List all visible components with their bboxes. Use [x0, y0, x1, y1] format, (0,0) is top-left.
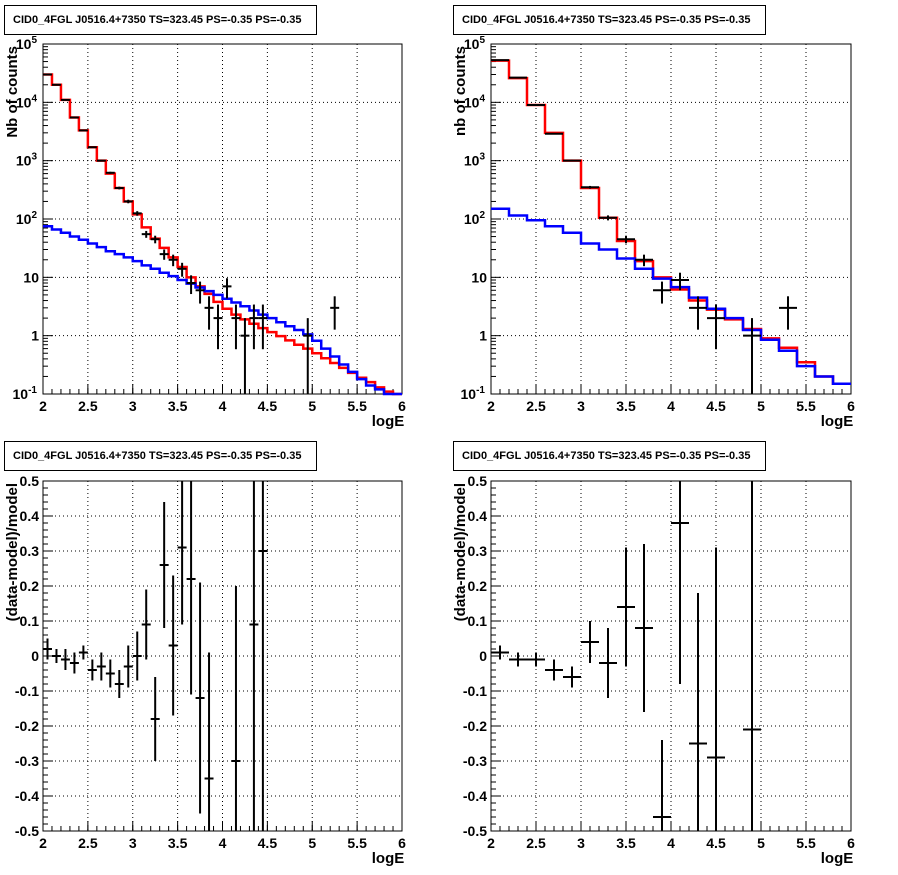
- pad3-ytick-label: -0.5: [15, 823, 39, 839]
- pad4-xtick-label: 3: [577, 835, 585, 851]
- pad4-xtick-label: 3.5: [616, 835, 636, 851]
- pad3-ytick-label: -0.3: [15, 753, 39, 769]
- pad3-ytick-label: 0.5: [20, 473, 40, 489]
- pad3-xtick-label: 3: [129, 835, 137, 851]
- pad4-ytick-label: 0.1: [468, 613, 488, 629]
- pad4-title: CID0_4FGL J0516.4+7350 TS=323.45 PS=-0.3…: [453, 441, 766, 471]
- pad4-ytick-label: -0.3: [463, 753, 487, 769]
- pad4-ytick-label: -0.1: [463, 683, 487, 699]
- pad2-ytick-label: 1: [479, 328, 487, 344]
- pad2-xtick-label: 3.5: [616, 398, 636, 414]
- pad1-xtick-label: 2.5: [78, 398, 98, 414]
- pad4-xtick-label: 5.5: [796, 835, 816, 851]
- pad3-ylabel: (data-model)/model: [4, 483, 21, 621]
- pad1-series-1-line: [43, 225, 402, 396]
- pad3-xtick-label: 5: [308, 835, 316, 851]
- pad4-xlabel: logE: [821, 850, 854, 867]
- pad3-ytick-label: 0: [31, 648, 39, 664]
- pad3-ytick-label: 0.3: [20, 543, 40, 559]
- pad1-ytick-label: 102: [16, 210, 38, 227]
- pad2-xtick-label: 5.5: [796, 398, 816, 414]
- pad2-xlabel: logE: [821, 413, 854, 430]
- pad2-series-1-line: [491, 207, 851, 385]
- pad3-xtick-label: 5.5: [347, 835, 367, 851]
- pad1-ytick-label: 10: [23, 269, 39, 285]
- pad2-ytick-label: 10: [471, 269, 487, 285]
- pad4-xtick-label: 2: [487, 835, 495, 851]
- pad3-xtick-label: 4.5: [258, 835, 278, 851]
- pad3-ytick-label: -0.4: [15, 788, 39, 804]
- pad3-xtick-label: 6: [398, 835, 406, 851]
- pad3-xtick-label: 2: [39, 835, 47, 851]
- pad4-xtick-label: 5: [757, 835, 765, 851]
- pad1-xtick-label: 5: [308, 398, 316, 414]
- pad4-xtick-label: 2.5: [526, 835, 546, 851]
- pad4-ytick-label: 0.3: [468, 543, 488, 559]
- pad1-ytick-label: 103: [16, 152, 38, 169]
- pad3-xlabel: logE: [372, 850, 405, 867]
- pad4-xtick-label: 4: [667, 835, 675, 851]
- pad3-ytick-label: 0.2: [20, 578, 40, 594]
- pad3-ytick-label: 0.1: [20, 613, 40, 629]
- pad2-ytick-label: 103: [464, 152, 486, 169]
- pad2-ytick-label: 10-1: [461, 385, 486, 402]
- pad4-ytick-label: 0: [479, 648, 487, 664]
- pad1-ytick-label: 10-1: [13, 385, 38, 402]
- pad2-xtick-label: 6: [847, 398, 855, 414]
- pad1-xlabel: logE: [372, 413, 405, 430]
- pad4-ytick-label: 0.5: [468, 473, 488, 489]
- pad2-title: CID0_4FGL J0516.4+7350 TS=323.45 PS=-0.3…: [453, 5, 766, 35]
- pad1-xtick-label: 5.5: [347, 398, 367, 414]
- pad1-xtick-label: 3: [129, 398, 137, 414]
- pad2-ytick-label: 104: [464, 93, 486, 110]
- pad1-xtick-label: 4: [219, 398, 227, 414]
- pad2-ylabel: nb of counts: [452, 46, 469, 136]
- pad2-xtick-label: 2: [487, 398, 495, 414]
- pad4-ytick-label: -0.5: [463, 823, 487, 839]
- pad1-xtick-label: 4.5: [258, 398, 278, 414]
- pad4-ytick-label: 0.2: [468, 578, 488, 594]
- pad1-ytick-label: 104: [16, 93, 38, 110]
- pad1-ylabel: Nb of counts: [4, 46, 21, 138]
- pad1-xtick-label: 3.5: [168, 398, 188, 414]
- pad3-xtick-label: 4: [219, 835, 227, 851]
- pad1-xtick-label: 2: [39, 398, 47, 414]
- pad2-ytick-label: 105: [464, 35, 486, 52]
- pad4-ytick-label: 0.4: [468, 508, 488, 524]
- pad4-xtick-label: 4.5: [706, 835, 726, 851]
- pad2-xtick-label: 3: [577, 398, 585, 414]
- pad3-ytick-label: -0.1: [15, 683, 39, 699]
- pad2-xtick-label: 4: [667, 398, 675, 414]
- pad1-title: CID0_4FGL J0516.4+7350 TS=323.45 PS=-0.3…: [4, 5, 317, 35]
- pad3-xtick-label: 3.5: [168, 835, 188, 851]
- pad2-xtick-label: 2.5: [526, 398, 546, 414]
- pad4-ytick-label: -0.4: [463, 788, 487, 804]
- pad1-ytick-label: 105: [16, 35, 38, 52]
- pad3-ytick-label: -0.2: [15, 718, 39, 734]
- pad2-ytick-label: 102: [464, 210, 486, 227]
- pad4-ylabel: (data-model)/model: [452, 483, 469, 621]
- pad2-xtick-label: 5: [757, 398, 765, 414]
- pad4-xtick-label: 6: [847, 835, 855, 851]
- pad1-xtick-label: 6: [398, 398, 406, 414]
- pad2-xtick-label: 4.5: [706, 398, 726, 414]
- pad3-title: CID0_4FGL J0516.4+7350 TS=323.45 PS=-0.3…: [4, 441, 317, 471]
- pad4-ytick-label: -0.2: [463, 718, 487, 734]
- pad1-series-0-line: [43, 73, 402, 396]
- pad3-ytick-label: 0.4: [20, 508, 40, 524]
- pad3-xtick-label: 2.5: [78, 835, 98, 851]
- pad1-ytick-label: 1: [31, 328, 39, 344]
